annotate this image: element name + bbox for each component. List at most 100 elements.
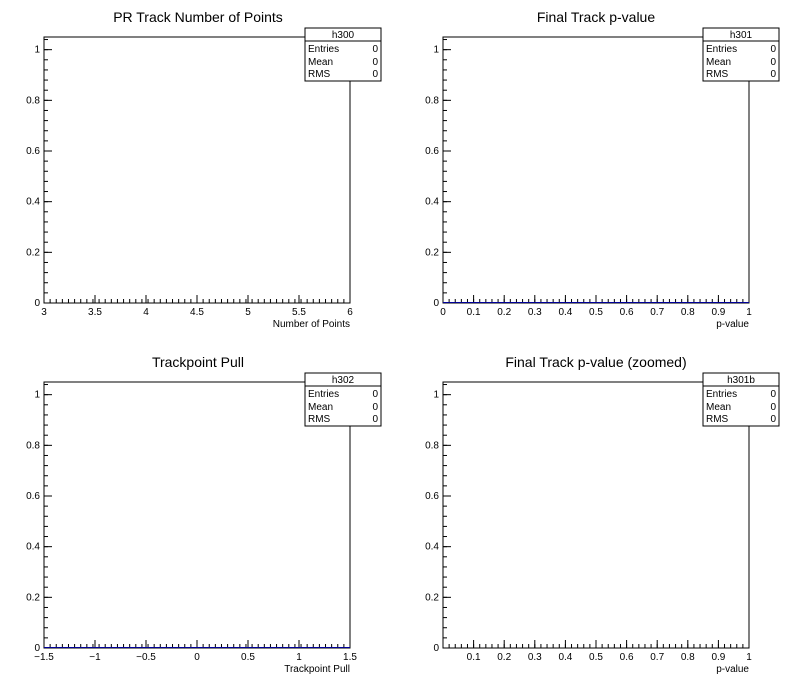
stats-box-title: h302 [332,375,355,386]
stats-rms-label: RMS [308,414,331,425]
chart-title: Final Track p-value (zoomed) [505,354,686,370]
y-tick-label: 0.6 [425,146,439,157]
plot-frame [43,36,351,304]
y-tick-label: 1 [433,45,439,56]
stats-mean-value: 0 [770,57,776,68]
x-tick-label: 0.2 [497,652,511,663]
x-tick-label: 0.5 [589,307,603,318]
x-tick-label: 0.4 [558,652,572,663]
x-tick-label: 3.5 [88,307,102,318]
stats-box: h301b Entries 0 Mean 0 RMS 0 [702,372,780,427]
chart-title: Final Track p-value [537,9,655,25]
x-tick-label: 0.9 [711,307,725,318]
y-tick-label: 0.4 [26,542,40,553]
stats-entries-value: 0 [770,389,776,400]
y-axis: 0 0.2 0.4 0.6 0.8 1 [26,384,52,654]
x-tick-label: −0.5 [136,652,156,663]
plot-frame [43,381,351,649]
y-tick-label: 0.4 [425,542,439,553]
stats-mean-value: 0 [372,402,378,413]
x-axis-label: p-value [716,319,749,330]
stats-rms-label: RMS [308,69,331,80]
x-tick-label: 1 [296,652,302,663]
stats-mean-label: Mean [706,402,731,413]
y-axis: 0 0.2 0.4 0.6 0.8 1 [425,384,451,654]
x-tick-label: 6 [347,307,353,318]
y-tick-label: 0.6 [26,491,40,502]
y-tick-label: 0 [34,643,40,654]
x-tick-label: 0.1 [467,307,481,318]
x-tick-label: 0.7 [650,307,664,318]
x-tick-label: −1.5 [34,652,54,663]
stats-box-title: h300 [332,30,355,41]
y-tick-label: 0 [433,643,439,654]
x-tick-label: 0.6 [620,307,634,318]
y-tick-label: 1 [433,390,439,401]
x-axis: 0 0.1 0.2 0.3 0.4 0.5 0.6 0.7 0.8 0.9 1 [440,295,752,318]
stats-rms-value: 0 [770,414,776,425]
x-axis-label: Number of Points [273,319,350,330]
stats-box: h301 Entries 0 Mean 0 RMS 0 [702,27,780,82]
x-tick-label: 0.6 [620,652,634,663]
y-tick-label: 0.4 [26,197,40,208]
pad-final-track-p-value: Final Track p-value 0 0.2 0.4 0.6 0.8 1 0 0.1 0… [425,9,780,330]
x-tick-label: 0.8 [681,652,695,663]
y-tick-label: 0.4 [425,197,439,208]
x-axis: −1.5 −1 −0.5 0 0.5 1 1.5 [34,640,357,663]
x-tick-label: 3 [41,307,47,318]
y-axis: 0 0.2 0.4 0.6 0.8 1 [26,39,52,309]
stats-rms-value: 0 [770,69,776,80]
x-axis-label: p-value [716,664,749,675]
y-tick-label: 0.6 [425,491,439,502]
x-tick-label: 0.9 [711,652,725,663]
stats-entries-label: Entries [706,44,737,55]
x-axis: 0.1 0.2 0.3 0.4 0.5 0.6 0.7 0.8 0.9 1 [442,640,752,663]
x-tick-label: −1 [89,652,101,663]
x-tick-label: 1 [746,652,752,663]
pad-pr-track-number-of-points: PR Track Number of Points 0 0.2 0.4 0.6 0.8 1… [26,9,382,330]
x-tick-label: 0.2 [497,307,511,318]
y-tick-label: 0.2 [26,247,40,258]
stats-mean-label: Mean [706,57,731,68]
stats-box-title: h301 [730,30,753,41]
x-tick-label: 0.4 [558,307,572,318]
x-tick-label: 4 [143,307,149,318]
x-tick-label: 4.5 [190,307,204,318]
y-tick-label: 0.2 [425,592,439,603]
y-tick-label: 0.8 [26,440,40,451]
x-tick-label: 0.8 [681,307,695,318]
y-tick-label: 1 [34,45,40,56]
stats-mean-value: 0 [770,402,776,413]
pad-final-track-p-value-zoomed: Final Track p-value (zoomed) 0 0.2 0.4 0.6 0… [425,354,780,675]
x-tick-label: 0.3 [528,652,542,663]
stats-entries-label: Entries [308,389,339,400]
stats-box: h302 Entries 0 Mean 0 RMS 0 [304,372,382,427]
chart-title: Trackpoint Pull [152,354,244,370]
stats-rms-value: 0 [372,69,378,80]
pad-trackpoint-pull: Trackpoint Pull 0 0.2 0.4 0.6 0.8 1 −1.5 −1 −0.… [26,354,382,675]
stats-entries-label: Entries [308,44,339,55]
x-axis-label: Trackpoint Pull [284,664,350,675]
stats-mean-label: Mean [308,402,333,413]
stats-entries-value: 0 [770,44,776,55]
stats-box: h300 Entries 0 Mean 0 RMS 0 [304,27,382,82]
stats-entries-value: 0 [372,44,378,55]
x-tick-label: 0.5 [241,652,255,663]
stats-mean-label: Mean [308,57,333,68]
stats-entries-label: Entries [706,389,737,400]
y-tick-label: 0.2 [26,592,40,603]
x-tick-label: 0.7 [650,652,664,663]
x-tick-label: 0.5 [589,652,603,663]
x-tick-label: 5 [245,307,251,318]
y-tick-label: 1 [34,390,40,401]
y-tick-label: 0 [34,298,40,309]
x-tick-label: 1.5 [343,652,357,663]
x-tick-label: 5.5 [292,307,306,318]
x-tick-label: 1 [746,307,752,318]
stats-mean-value: 0 [372,57,378,68]
y-tick-label: 0.8 [26,95,40,106]
y-tick-label: 0.6 [26,146,40,157]
x-axis: 3 3.5 4 4.5 5 5.5 6 [41,295,353,318]
x-tick-label: 0 [194,652,200,663]
